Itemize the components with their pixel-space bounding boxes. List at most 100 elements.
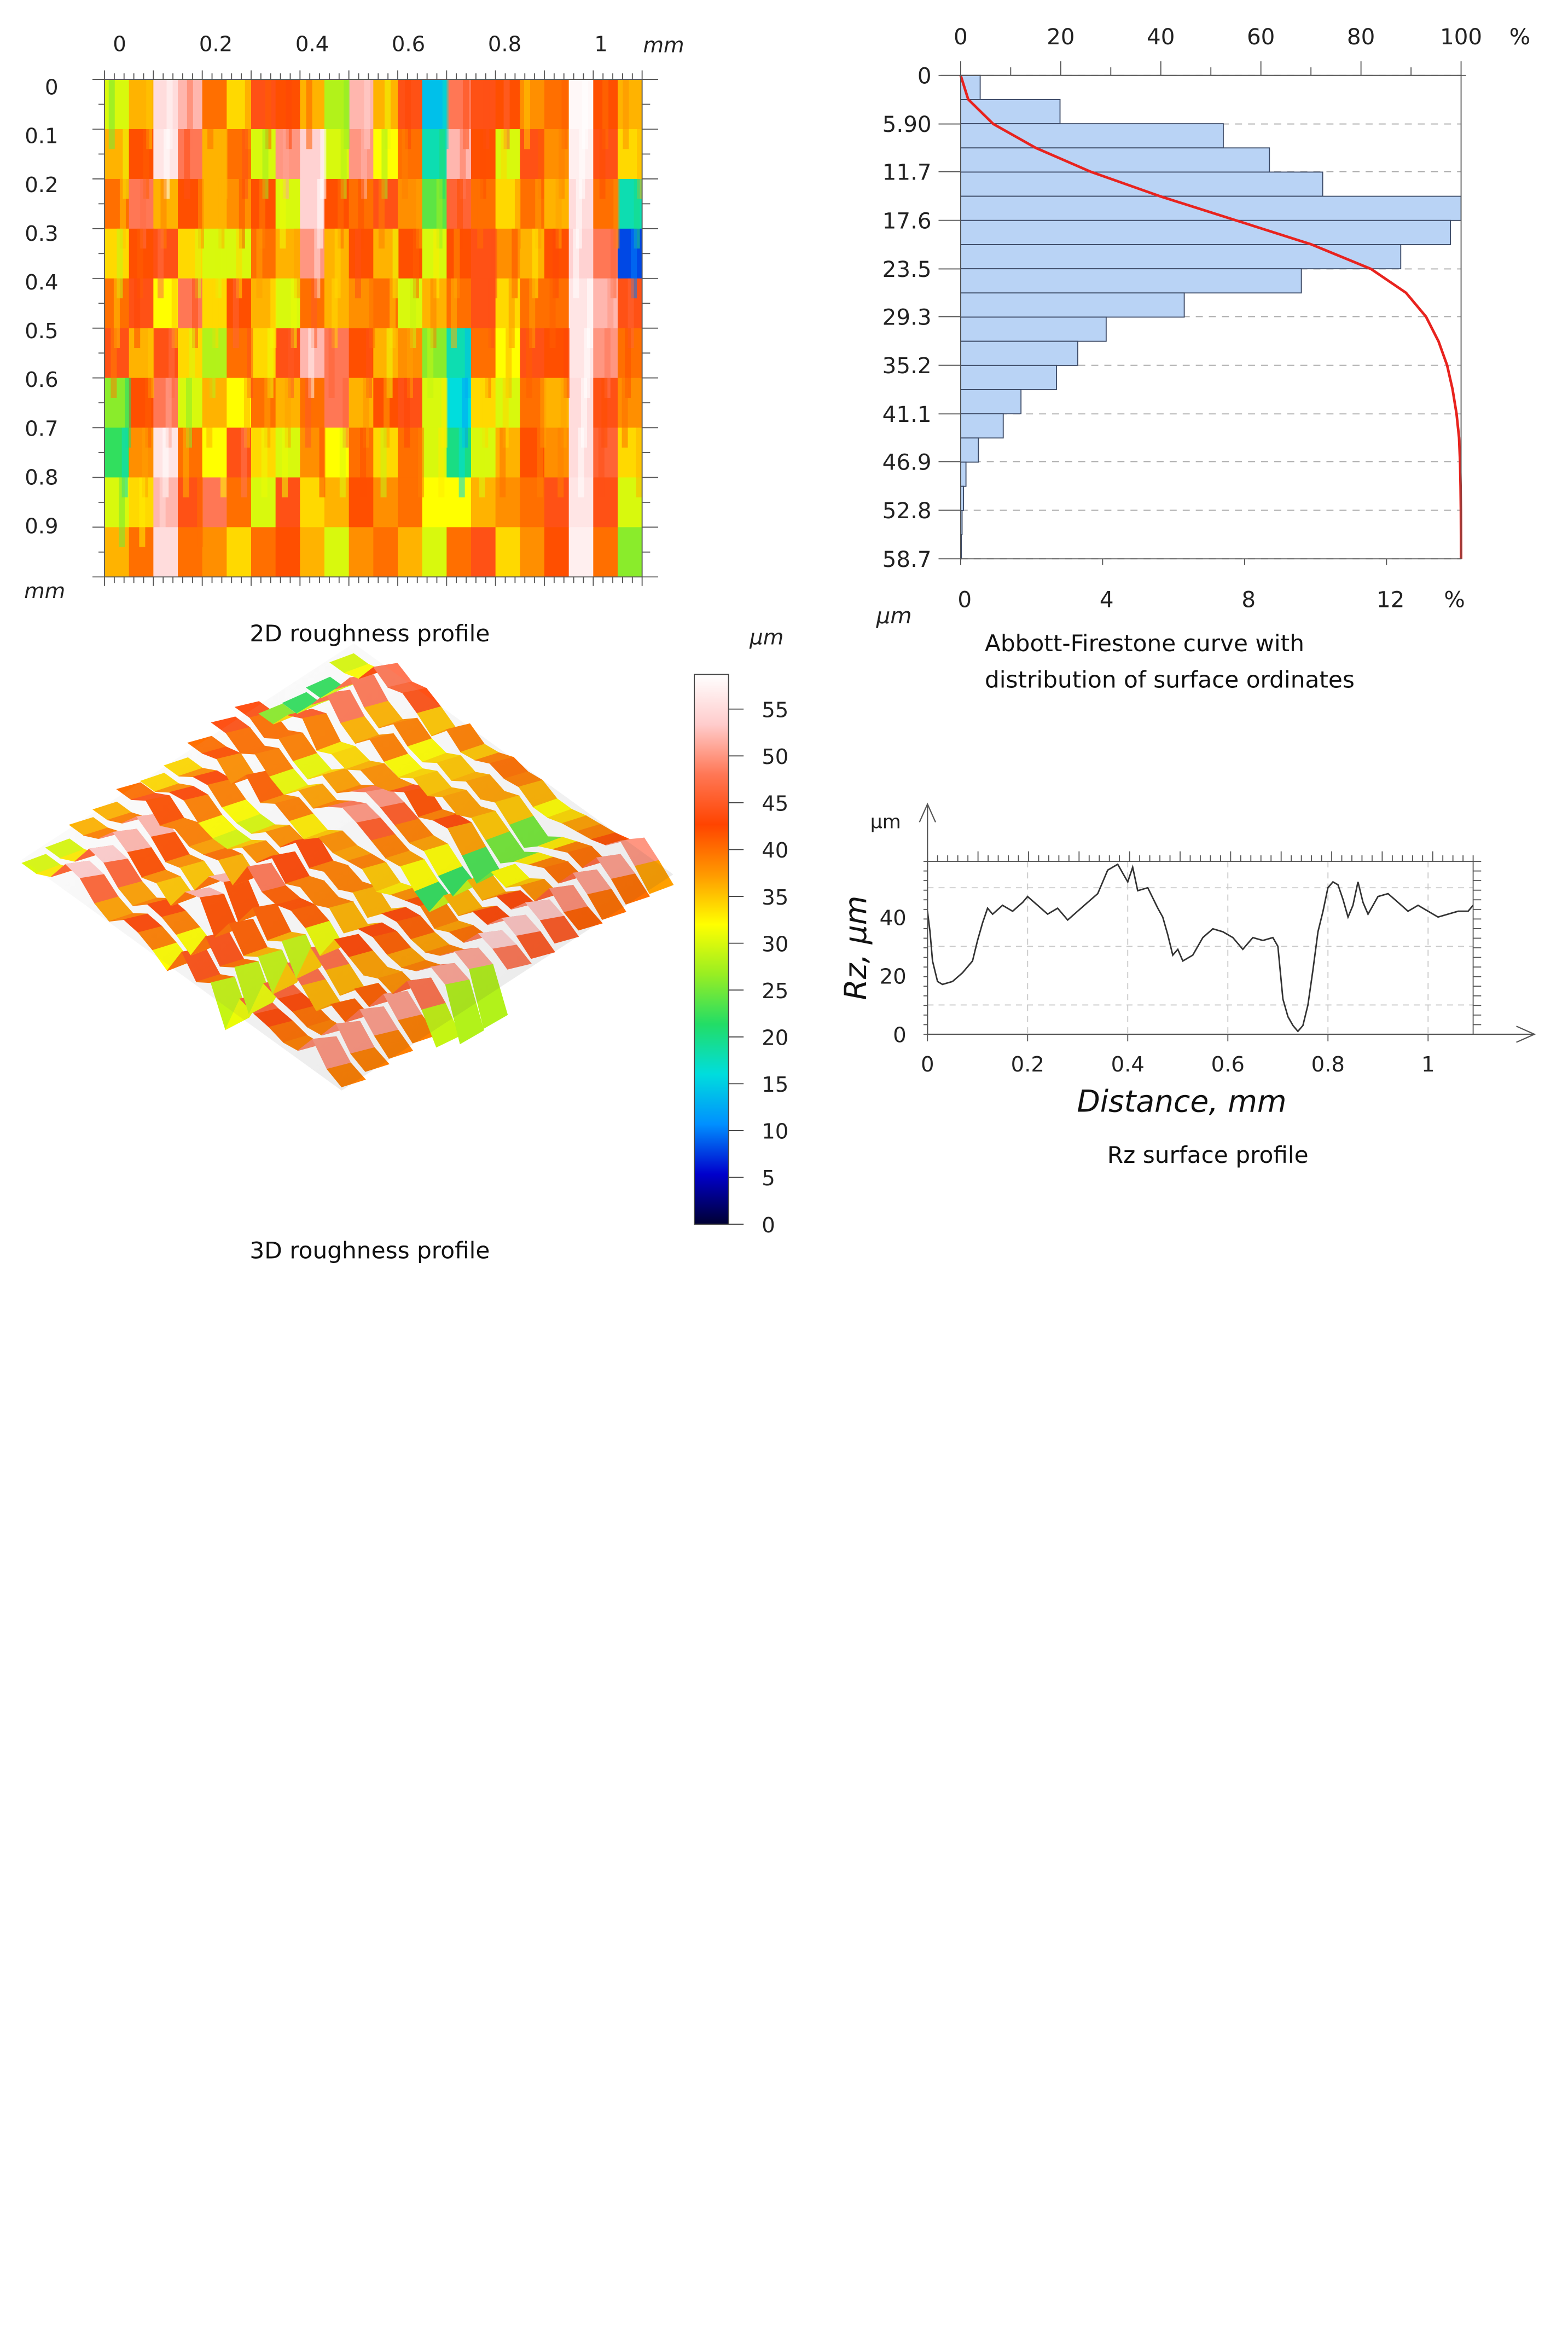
colorbar-tick-label: 45 xyxy=(762,792,788,816)
heatmap-streak xyxy=(233,278,239,349)
heatmap-streak xyxy=(206,378,213,448)
heatmap-cell xyxy=(349,527,374,577)
heatmap-cell xyxy=(104,527,130,577)
heatmap-streak xyxy=(291,278,297,349)
heatmap-streak xyxy=(601,378,608,448)
colorbar-tick-label: 40 xyxy=(762,838,788,863)
heatmap-streak xyxy=(143,129,149,199)
abbott-caption-line2: distribution of surface ordinates xyxy=(985,666,1355,693)
heatmap-streak xyxy=(284,378,291,448)
colorbar-tick-label: 5 xyxy=(762,1166,775,1191)
abbott-bar xyxy=(960,389,1022,415)
heatmap-streak xyxy=(117,228,123,299)
map-y-tick-label: 0.9 xyxy=(25,514,58,539)
figure-canvas: 0 0.2 0.4 0.6 0.8 1 0 0.1 0.2 0.3 0.4 0.5 0.6 0.7 0.8… xyxy=(21,24,1536,1264)
abbott-depth-tick-label: 41.1 xyxy=(882,401,932,427)
heatmap-streak xyxy=(189,328,195,398)
heatmap-streak xyxy=(187,79,193,149)
abbott-bottom-tick-label: 4 xyxy=(1100,586,1114,612)
heatmap-cell xyxy=(568,79,594,130)
rz-y-tick-label: 0 xyxy=(893,1023,907,1048)
abbott-depth-tick-label: 46.9 xyxy=(882,449,932,475)
abbott-depth-tick-label: 5.90 xyxy=(882,111,932,137)
colorbar-tick-label: 15 xyxy=(762,1073,788,1097)
abbott-bar xyxy=(960,437,979,463)
heatmap-streak xyxy=(119,477,125,547)
heatmap-streak xyxy=(146,79,153,149)
map-x-tick-label: 0.4 xyxy=(295,32,329,57)
heatmap-streak xyxy=(623,79,629,149)
rz-x-tick-labels: 0 0.2 0.4 0.6 0.8 1 xyxy=(921,1052,1435,1077)
rz-grid xyxy=(927,861,1473,1034)
heatmap-streak xyxy=(169,328,175,398)
heatmap-streak xyxy=(613,178,620,249)
heatmap-streak xyxy=(404,378,410,448)
heatmap-streak xyxy=(500,427,506,497)
heatmap-streak xyxy=(134,278,141,349)
colorbar-tick-label: 30 xyxy=(762,932,788,957)
heatmap-streak xyxy=(125,378,131,448)
heatmap-streak xyxy=(139,477,146,547)
heatmap-streak xyxy=(369,278,375,349)
heatmap-streak xyxy=(183,427,189,497)
heatmap-streak xyxy=(221,129,228,199)
heatmap-streak xyxy=(366,328,373,398)
heatmap-streak xyxy=(598,427,605,497)
heatmap-streak xyxy=(111,328,117,398)
heatmap-streak xyxy=(458,427,465,497)
abbott-depth-tick-label: 17.6 xyxy=(882,207,932,234)
abbott-bar xyxy=(960,292,1185,318)
heatmap-streak xyxy=(160,178,167,249)
heatmap-streak xyxy=(166,79,173,149)
abbott-top-tick-label: 80 xyxy=(1347,24,1375,50)
heatmap-streak xyxy=(526,328,532,398)
rz-x-tick-label: 0.4 xyxy=(1111,1052,1145,1077)
heatmap-streak xyxy=(480,129,486,199)
heatmap-streak xyxy=(413,228,419,299)
heatmap-cell xyxy=(324,477,350,528)
roughness-map-ticks xyxy=(92,70,659,586)
heatmap-streak xyxy=(535,178,542,249)
rz-caption: Rz surface profile xyxy=(1107,1142,1309,1168)
colorbar-tick-label: 35 xyxy=(762,885,788,910)
abbott-firestone-chart: 0 20 40 60 80 100 0 4 8 12 0 5.90 11.7 17.6 23.5 29.3… xyxy=(876,24,1531,693)
surface-3d-ridges xyxy=(21,643,674,1091)
heatmap-streak xyxy=(427,328,434,398)
heatmap-streak xyxy=(418,427,425,497)
colorbar-tick-label: 55 xyxy=(762,698,788,722)
heatmap-streak xyxy=(602,79,609,149)
heatmap-streak xyxy=(557,427,564,497)
heatmap-streak xyxy=(198,178,205,249)
heatmap-streak xyxy=(121,427,128,497)
heatmap-streak xyxy=(195,228,201,299)
heatmap-cell xyxy=(104,79,130,130)
heatmap-cell xyxy=(593,477,619,528)
abbott-top-tick-label: 20 xyxy=(1047,24,1075,50)
heatmap-streak xyxy=(261,427,268,497)
abbott-depth-axis: 0 5.90 11.7 17.6 23.5 29.3 35.2 41.1 46.9 52.8 58.… xyxy=(882,62,961,572)
heatmap-streak xyxy=(580,378,588,448)
heatmap-streak xyxy=(436,178,443,249)
abbott-depth-tick-label: 23.5 xyxy=(882,256,932,282)
map-y-tick-label: 0 xyxy=(45,76,59,100)
rz-x-tick-label: 1 xyxy=(1421,1052,1435,1077)
heatmap-streak xyxy=(294,228,300,299)
heatmap-streak xyxy=(338,178,344,249)
heatmap-cell xyxy=(373,527,399,577)
heatmap-streak xyxy=(364,79,370,149)
heatmap-streak xyxy=(137,228,143,299)
map-x-tick-label: 0.2 xyxy=(199,32,233,57)
heatmap-streak xyxy=(159,477,166,547)
heatmap-streak xyxy=(184,129,190,199)
abbott-depth-unit: µm xyxy=(876,603,912,629)
heatmap-streak xyxy=(340,129,347,199)
rz-x-tick-label: 0 xyxy=(921,1052,934,1077)
heatmap-streak xyxy=(508,278,515,349)
heatmap-streak xyxy=(363,378,369,448)
colorbar-unit: µm xyxy=(749,625,783,650)
heatmap-streak xyxy=(416,178,422,249)
heatmap-streak xyxy=(464,328,471,398)
heatmap-streak xyxy=(165,378,172,448)
